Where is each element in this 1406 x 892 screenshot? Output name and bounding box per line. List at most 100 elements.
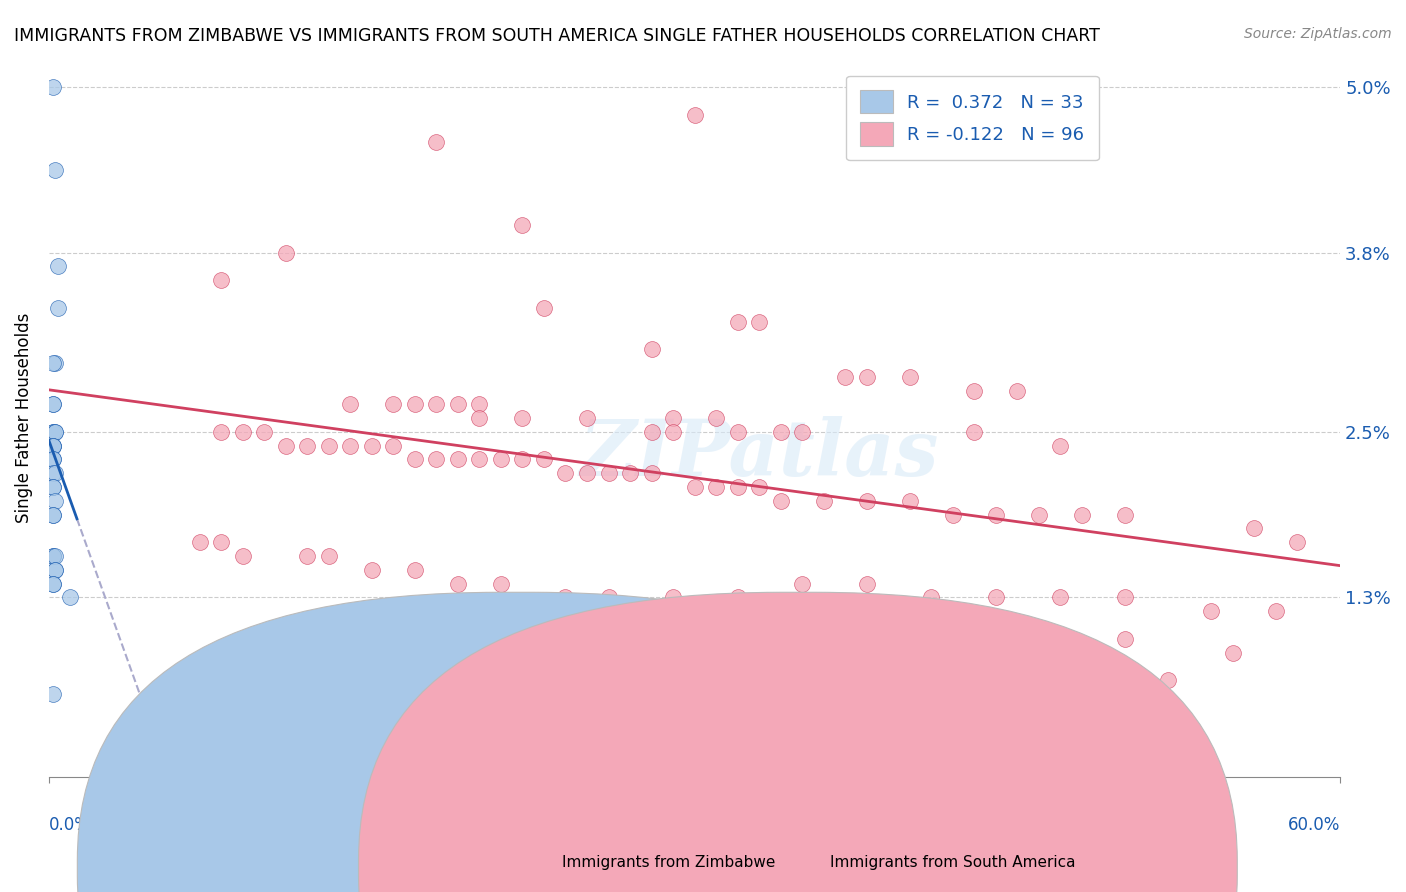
Point bbox=[1049, 439, 1071, 453]
Point bbox=[512, 411, 534, 425]
Point bbox=[339, 397, 361, 411]
Point bbox=[232, 549, 254, 563]
Point bbox=[42, 397, 65, 411]
Point bbox=[1243, 521, 1265, 535]
Point bbox=[42, 508, 65, 522]
Point bbox=[512, 218, 534, 232]
Point bbox=[42, 425, 65, 439]
Point bbox=[297, 439, 319, 453]
Point bbox=[1157, 673, 1180, 687]
Point bbox=[59, 591, 82, 605]
Point bbox=[813, 493, 835, 508]
Point bbox=[1028, 632, 1050, 646]
Point bbox=[727, 315, 749, 329]
Point bbox=[792, 425, 814, 439]
Point bbox=[792, 604, 814, 618]
Point bbox=[42, 397, 65, 411]
Point bbox=[769, 425, 792, 439]
Point bbox=[44, 563, 66, 577]
Point bbox=[382, 397, 405, 411]
Point bbox=[42, 467, 65, 481]
Legend: R =  0.372   N = 33, R = -0.122   N = 96: R = 0.372 N = 33, R = -0.122 N = 96 bbox=[846, 76, 1099, 161]
Point bbox=[42, 549, 65, 563]
Point bbox=[683, 108, 706, 122]
Point bbox=[748, 315, 770, 329]
Point bbox=[834, 369, 856, 384]
Point bbox=[512, 452, 534, 467]
Text: ZIPatlas: ZIPatlas bbox=[579, 416, 939, 492]
Point bbox=[44, 467, 66, 481]
Point bbox=[274, 439, 297, 453]
Point bbox=[253, 425, 276, 439]
Point bbox=[662, 411, 685, 425]
Point bbox=[855, 576, 877, 591]
Point bbox=[44, 425, 66, 439]
Point bbox=[339, 439, 361, 453]
Point bbox=[42, 439, 65, 453]
Point bbox=[1222, 646, 1244, 660]
Text: Source: ZipAtlas.com: Source: ZipAtlas.com bbox=[1244, 27, 1392, 41]
Point bbox=[727, 591, 749, 605]
Point bbox=[792, 576, 814, 591]
Point bbox=[554, 467, 576, 481]
Point bbox=[898, 493, 921, 508]
Point bbox=[42, 480, 65, 494]
Point bbox=[898, 369, 921, 384]
Point bbox=[704, 480, 727, 494]
Point bbox=[42, 439, 65, 453]
Text: IMMIGRANTS FROM ZIMBABWE VS IMMIGRANTS FROM SOUTH AMERICA SINGLE FATHER HOUSEHOL: IMMIGRANTS FROM ZIMBABWE VS IMMIGRANTS F… bbox=[14, 27, 1099, 45]
Point bbox=[704, 411, 727, 425]
Y-axis label: Single Father Households: Single Father Households bbox=[15, 313, 32, 524]
Point bbox=[232, 425, 254, 439]
Point bbox=[1007, 384, 1029, 398]
Point bbox=[533, 301, 555, 315]
Point bbox=[44, 563, 66, 577]
Point bbox=[1049, 591, 1071, 605]
Point bbox=[576, 411, 599, 425]
Point bbox=[404, 452, 426, 467]
Point bbox=[44, 425, 66, 439]
Point bbox=[1028, 508, 1050, 522]
Point bbox=[533, 452, 555, 467]
Text: Immigrants from Zimbabwe: Immigrants from Zimbabwe bbox=[562, 855, 776, 870]
Point bbox=[42, 480, 65, 494]
Point bbox=[468, 411, 491, 425]
Point bbox=[468, 397, 491, 411]
Point bbox=[489, 576, 512, 591]
Point bbox=[447, 397, 470, 411]
Point bbox=[554, 591, 576, 605]
Point bbox=[274, 245, 297, 260]
Point bbox=[1264, 604, 1286, 618]
Point bbox=[404, 563, 426, 577]
Point bbox=[1286, 535, 1309, 549]
Point bbox=[209, 273, 232, 287]
Point bbox=[662, 591, 685, 605]
Point bbox=[640, 425, 662, 439]
Point bbox=[297, 549, 319, 563]
Point bbox=[425, 136, 447, 150]
Point bbox=[447, 452, 470, 467]
Point bbox=[942, 508, 965, 522]
Point bbox=[209, 425, 232, 439]
Point bbox=[769, 493, 792, 508]
Point bbox=[942, 618, 965, 632]
Point bbox=[984, 591, 1007, 605]
Point bbox=[1114, 632, 1136, 646]
Point bbox=[425, 397, 447, 411]
Point bbox=[425, 452, 447, 467]
Point bbox=[42, 356, 65, 370]
Point bbox=[598, 591, 620, 605]
Point bbox=[42, 439, 65, 453]
Point bbox=[318, 439, 340, 453]
Point bbox=[42, 549, 65, 563]
Point bbox=[46, 260, 69, 274]
Point bbox=[1114, 591, 1136, 605]
Point bbox=[1199, 604, 1222, 618]
Point bbox=[42, 687, 65, 701]
Point bbox=[963, 425, 986, 439]
Point bbox=[1071, 508, 1094, 522]
Point bbox=[44, 549, 66, 563]
Point bbox=[42, 508, 65, 522]
Point bbox=[598, 467, 620, 481]
Point bbox=[984, 508, 1007, 522]
